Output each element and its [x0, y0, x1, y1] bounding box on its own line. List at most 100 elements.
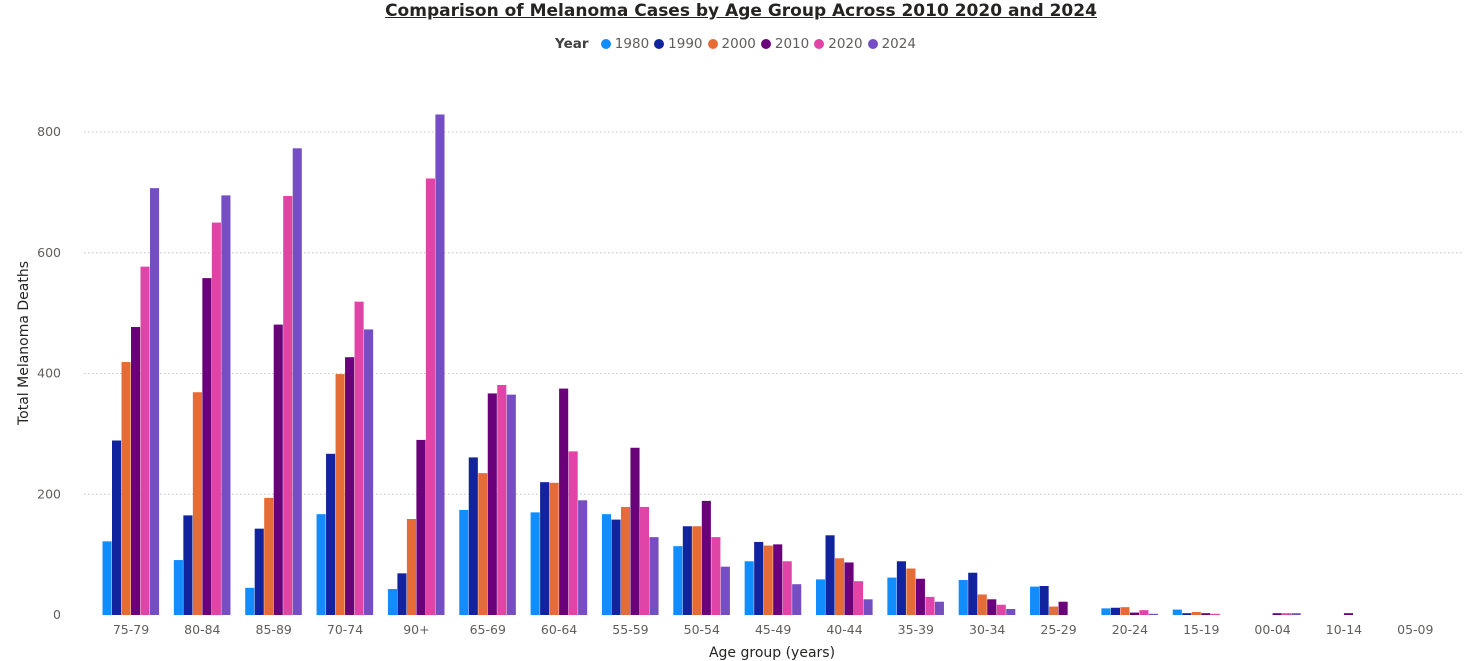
bar-2000-85-89[interactable] — [264, 497, 274, 615]
bar-2010-15-19[interactable] — [1201, 613, 1211, 615]
bar-1990-55-59[interactable] — [611, 519, 621, 615]
bar-1990-35-39[interactable] — [896, 561, 906, 615]
bar-2020-80-84[interactable] — [211, 222, 221, 615]
bar-2024-00-04[interactable] — [1291, 613, 1301, 615]
legend-item-2024[interactable]: 2024 — [867, 36, 916, 52]
bar-2000-20-24[interactable] — [1120, 607, 1130, 615]
bar-2010-20-24[interactable] — [1129, 612, 1139, 615]
bar-1980-20-24[interactable] — [1101, 608, 1111, 615]
bar-2024-35-39[interactable] — [934, 601, 944, 615]
bar-2024-70-74[interactable] — [364, 329, 374, 615]
bar-2000-75-79[interactable] — [121, 362, 131, 615]
bar-1990-85-89[interactable] — [254, 528, 264, 615]
bar-2000-50-54[interactable] — [692, 526, 702, 615]
bar-2000-15-19[interactable] — [1191, 611, 1201, 615]
bar-2020-55-59[interactable] — [639, 506, 650, 615]
bar-1980-90+[interactable] — [387, 589, 397, 615]
bar-1990-45-49[interactable] — [754, 541, 764, 615]
bar-2010-45-49[interactable] — [773, 544, 783, 615]
bar-2024-20-24[interactable] — [1148, 613, 1158, 615]
bar-1980-85-89[interactable] — [245, 587, 255, 615]
bar-2010-90+[interactable] — [416, 439, 426, 615]
bar-2020-50-54[interactable] — [711, 537, 721, 615]
bar-1990-70-74[interactable] — [326, 453, 336, 615]
bar-1980-65-69[interactable] — [459, 509, 469, 615]
bar-1990-80-84[interactable] — [183, 515, 193, 615]
bar-2024-60-64[interactable] — [578, 500, 588, 615]
bar-1990-90+[interactable] — [397, 573, 407, 615]
bar-1980-45-49[interactable] — [744, 561, 754, 615]
bar-2000-45-49[interactable] — [763, 545, 773, 615]
bar-2020-75-79[interactable] — [140, 266, 150, 615]
bar-2024-85-89[interactable] — [292, 148, 302, 616]
bar-2000-60-64[interactable] — [549, 482, 559, 615]
bar-2020-35-39[interactable] — [925, 596, 935, 615]
bar-2000-40-44[interactable] — [835, 558, 845, 615]
bar-2000-30-34[interactable] — [977, 594, 987, 615]
bar-2010-30-34[interactable] — [987, 599, 997, 615]
bar-2024-90+[interactable] — [435, 114, 445, 616]
bar-2020-90+[interactable] — [425, 178, 435, 616]
bar-2000-70-74[interactable] — [335, 374, 345, 615]
bar-2010-35-39[interactable] — [915, 578, 925, 615]
bar-1980-25-29[interactable] — [1030, 586, 1040, 615]
bar-2024-50-54[interactable] — [720, 566, 730, 615]
bar-1990-20-24[interactable] — [1110, 607, 1120, 615]
bar-1980-15-19[interactable] — [1172, 609, 1182, 615]
bar-2010-85-89[interactable] — [273, 324, 283, 615]
bar-2010-75-79[interactable] — [131, 327, 141, 615]
bar-2010-10-14[interactable] — [1343, 613, 1354, 615]
bar-1990-65-69[interactable] — [468, 457, 478, 615]
bar-1980-35-39[interactable] — [887, 577, 897, 615]
bar-2024-40-44[interactable] — [863, 599, 873, 615]
bar-1990-15-19[interactable] — [1182, 613, 1192, 615]
bar-2020-70-74[interactable] — [354, 301, 364, 615]
bar-2020-85-89[interactable] — [283, 196, 293, 615]
bar-2010-70-74[interactable] — [345, 357, 355, 615]
bar-2024-45-49[interactable] — [792, 584, 802, 615]
bar-1990-25-29[interactable] — [1039, 586, 1049, 615]
bar-2010-40-44[interactable] — [844, 562, 854, 615]
bar-2000-65-69[interactable] — [478, 473, 488, 615]
bar-2000-25-29[interactable] — [1049, 606, 1059, 615]
bar-1980-60-64[interactable] — [530, 512, 540, 615]
bar-2020-15-19[interactable] — [1210, 613, 1220, 615]
bar-2020-65-69[interactable] — [497, 384, 507, 615]
bar-1980-30-34[interactable] — [958, 579, 968, 615]
bar-1980-55-59[interactable] — [601, 514, 612, 615]
bar-2024-55-59[interactable] — [649, 537, 659, 615]
bar-2020-30-34[interactable] — [996, 604, 1006, 615]
bar-1990-30-34[interactable] — [968, 572, 978, 615]
bar-2010-65-69[interactable] — [487, 393, 497, 615]
bar-2024-30-34[interactable] — [1006, 608, 1016, 615]
bar-2024-80-84[interactable] — [221, 195, 231, 615]
bar-2010-00-04[interactable] — [1272, 613, 1282, 615]
legend-item-2020[interactable]: 2020 — [814, 36, 863, 52]
bar-2010-60-64[interactable] — [559, 388, 569, 615]
legend-item-2010[interactable]: 2010 — [760, 36, 809, 52]
bar-2020-45-49[interactable] — [782, 561, 792, 615]
bar-1980-50-54[interactable] — [673, 546, 683, 615]
bar-1990-75-79[interactable] — [112, 440, 122, 615]
bar-2024-75-79[interactable] — [150, 188, 160, 615]
bar-2010-80-84[interactable] — [202, 278, 212, 615]
bar-2020-60-64[interactable] — [568, 451, 578, 615]
bar-2020-20-24[interactable] — [1139, 610, 1149, 615]
bar-2010-25-29[interactable] — [1058, 601, 1068, 615]
bar-2000-35-39[interactable] — [906, 568, 916, 615]
legend-item-2000[interactable]: 2000 — [707, 36, 756, 52]
bar-1980-70-74[interactable] — [316, 514, 326, 615]
bar-2020-00-04[interactable] — [1282, 613, 1292, 615]
bar-2000-80-84[interactable] — [192, 392, 202, 615]
bar-1990-50-54[interactable] — [682, 526, 692, 615]
bar-2020-40-44[interactable] — [854, 581, 864, 615]
bar-1990-40-44[interactable] — [825, 535, 835, 615]
bar-1980-75-79[interactable] — [102, 541, 112, 615]
bar-1980-40-44[interactable] — [816, 579, 826, 615]
bar-2010-50-54[interactable] — [701, 500, 711, 615]
bar-2024-65-69[interactable] — [506, 394, 516, 615]
legend-item-1980[interactable]: 1980 — [600, 36, 649, 52]
bar-1980-80-84[interactable] — [173, 560, 183, 615]
bar-2000-55-59[interactable] — [620, 506, 631, 615]
bar-1990-60-64[interactable] — [540, 482, 550, 615]
